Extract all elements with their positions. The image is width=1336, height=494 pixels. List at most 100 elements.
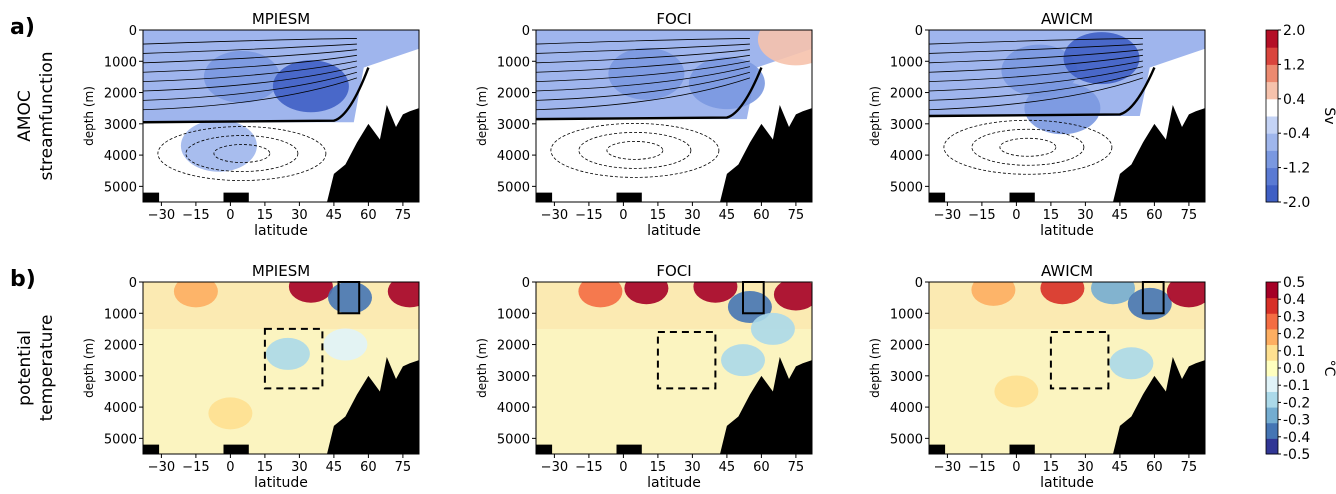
anomaly-blob [688,57,765,110]
dashed-contour [213,144,271,163]
colorbar-swatch [1266,167,1278,186]
y-tick-label: 0 [522,24,530,39]
y-tick-label: 4000 [890,401,923,416]
anomaly-blob [272,60,349,113]
x-tick-label: −30 [541,208,568,223]
dashed-contour [999,137,1057,157]
x-tick-label: 30 [684,460,701,475]
y-tick-label: 5000 [497,180,530,195]
x-tick-label: 75 [788,208,805,223]
x-tick-label: 45 [719,208,736,223]
y-axis-label: depth (m) [868,338,882,398]
colorbar-swatch [1266,297,1278,314]
bathymetry [536,192,553,202]
bathymetry [929,444,946,454]
x-tick-label: 75 [788,460,805,475]
y-tick-label: 3000 [890,370,923,385]
contour-line [929,60,1143,82]
colorbar-tick-label: -0.4 [1283,126,1310,142]
plot-frame [535,29,813,203]
bathymetry [536,444,553,454]
colorbar-swatch [1266,98,1278,117]
y-axis-label-group: depth (m) [82,338,96,398]
x-tick-label: −30 [934,460,961,475]
y-tick-label: 0 [915,24,923,39]
zero-contour [143,67,370,124]
x-tick-label: 60 [1146,460,1163,475]
subplot-title: AWICM [1041,262,1093,280]
colorbar-swatch [1266,282,1278,299]
y-axis-label-group: depth (m) [868,338,882,398]
x-tick-label: 60 [753,460,770,475]
y-axis-label-group: depth (m) [82,86,96,146]
y-tick-label: 4000 [890,149,923,164]
y-tick-label: 4000 [497,149,530,164]
anomaly-blob [173,282,218,308]
bathymetry [1113,357,1205,454]
colorbar-tick-label: 0.4 [1283,92,1305,108]
plot-frame [142,29,420,203]
anomaly-blob [1166,282,1205,308]
y-axis-label: depth (m) [475,338,489,398]
x-tick-label: 30 [684,208,701,223]
colorbar-frame [1265,29,1279,203]
x-tick-label: 15 [650,208,667,223]
colorbar-tick-label: -0.3 [1283,413,1310,429]
y-tick-label: 2000 [890,87,923,102]
contour-line [143,49,357,64]
colorbar-label-group: °C [1321,360,1336,377]
contour-line [536,54,750,73]
contour-line [143,43,357,54]
y-tick-label: 2000 [497,339,530,354]
anomaly-blob [1091,282,1135,305]
colorbar-tick-label: 0.1 [1283,344,1305,360]
contour-line [536,60,750,82]
x-tick-label: 60 [360,208,377,223]
colorbar-swatch [1266,81,1278,100]
contour-line [929,38,1143,45]
x-axis-label: latitude [1040,223,1094,239]
x-tick-label: −30 [148,208,175,223]
y-tick-label: 2000 [104,339,137,354]
colorbar-tick-label: 0.0 [1283,361,1305,377]
y-tick-label: 1000 [497,55,530,70]
y-axis-label: depth (m) [868,86,882,146]
subplot-mpiesm: MPIESM −30 −15 0 15 30 45 60 75 latitude 0 1000 2000… [82,10,420,239]
x-tick-label: 15 [1043,208,1060,223]
y-axis-label-group: depth (m) [868,86,882,146]
x-axis-label: latitude [1040,475,1094,491]
y-tick-label: 5000 [497,432,530,447]
x-tick-label: 0 [1012,208,1020,223]
x-tick-label: 15 [1043,460,1060,475]
subplot-mpiesm: MPIESM −30 −15 0 15 30 45 60 75 latitude 0 1000 2000… [82,262,420,491]
colorbar-swatch [1266,150,1278,169]
bathymetry [720,357,812,454]
contour-line [929,43,1143,54]
bathymetry [720,105,812,202]
anomaly-blob [180,119,257,172]
x-tick-label: 0 [619,208,627,223]
anomaly-blob [265,337,310,370]
colorbar-swatch [1266,64,1278,83]
anomaly-blob [750,312,795,345]
x-tick-label: 45 [719,460,736,475]
colorbar-tick-label: 1.2 [1283,57,1305,73]
y-axis-label: depth (m) [82,86,96,146]
y-tick-label: 3000 [104,370,137,385]
x-axis-label: latitude [647,223,701,239]
x-tick-label: 0 [226,460,234,475]
row-label-line: temperature [37,315,57,422]
subplot-foci: FOCI −30 −15 0 15 30 45 60 75 latitude 0 1000 2000 30… [475,262,813,491]
zero-contour [536,67,763,121]
x-tick-label: −30 [148,460,175,475]
colorbar-label-group: Sv [1321,107,1336,124]
colorbar-swatch [1266,47,1278,65]
dashed-contour [550,122,720,178]
x-tick-label: 75 [395,208,412,223]
anomaly-blob [1109,347,1154,380]
anomaly-blob [971,282,1016,306]
x-tick-label: 30 [291,460,308,475]
x-tick-label: −30 [934,208,961,223]
contour-line [536,66,750,92]
